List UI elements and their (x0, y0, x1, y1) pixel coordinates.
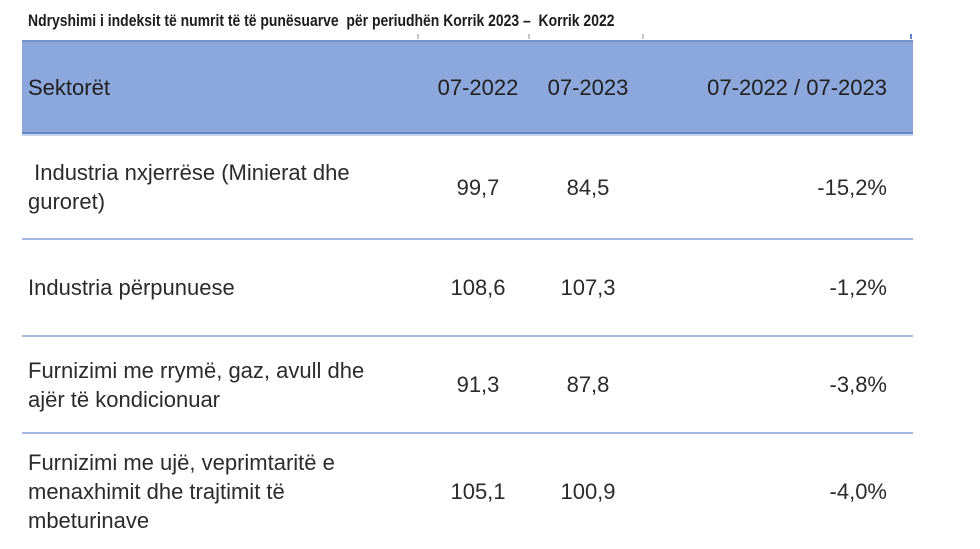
index-2022-cell: 108,6 (450, 275, 506, 300)
sector-line: Furnizimi me rrymë, gaz, avull dhe (28, 357, 365, 383)
table-row: Furnizimi me ujë, veprimtaritë e menaxhim… (22, 432, 913, 549)
index-2022-cell: 99,7 (456, 174, 500, 200)
table-body: Industria nxjerrëse (Minierat dhe guroret… (22, 134, 913, 549)
table-row: Furnizimi me rrymë, gaz, avull dhe ajër t… (22, 335, 913, 432)
column-header-sectors: Sektorët (28, 74, 110, 100)
change-percent-cell: -4,0% (829, 479, 887, 504)
column-boundary-tick (642, 34, 644, 39)
sector-line: Furnizimi me ujë, veprimtaritë e (28, 450, 335, 475)
sector-line: guroret) (28, 189, 106, 214)
table-corner-tick (910, 34, 912, 39)
sector-line: mbeturinave (28, 508, 150, 533)
table-header-row: Sektorët 07-2022 07-2023 07-2022 / 07-20… (22, 40, 913, 134)
change-percent-cell: -1,2% (829, 275, 887, 300)
sector-cell: Industria nxjerrëse (Minierat dhe guroret… (22, 158, 425, 216)
column-boundary-tick (528, 34, 530, 39)
column-header-change: 07-2022 / 07-2023 (707, 74, 887, 100)
sector-line: menaxhimit dhe trajtimit të (28, 479, 285, 504)
index-2022-cell: 105,1 (450, 479, 506, 504)
sector-line: Industria nxjerrëse (Minierat dhe (28, 160, 350, 185)
sector-cell: Furnizimi me rrymë, gaz, avull dhe ajër t… (22, 356, 425, 414)
index-2022-cell: 91,3 (456, 372, 500, 397)
column-header-07-2022: 07-2022 (437, 74, 519, 100)
index-2023-cell: 84,5 (566, 174, 610, 200)
sector-cell: Furnizimi me ujë, veprimtaritë e menaxhim… (22, 448, 425, 535)
sector-line: ajër të kondicionuar (28, 386, 221, 412)
sector-cell: Industria përpunuese (22, 273, 425, 302)
index-2023-cell: 100,9 (560, 479, 616, 504)
column-boundary-tick (417, 34, 419, 39)
change-percent-cell: -15,2% (817, 174, 887, 200)
index-2023-cell: 87,8 (566, 372, 610, 397)
employment-index-table: Sektorët 07-2022 07-2023 07-2022 / 07-20… (22, 40, 913, 549)
table-row: Industria nxjerrëse (Minierat dhe guroret… (22, 134, 913, 238)
column-header-07-2023: 07-2023 (547, 74, 629, 100)
change-percent-cell: -3,8% (829, 372, 887, 397)
sector-line: Industria përpunuese (28, 275, 235, 300)
table-row: Industria përpunuese 108,6 107,3 -1,2% (22, 238, 913, 335)
document-title: Ndryshimi i indeksit të numrit të të pun… (28, 11, 615, 30)
index-2023-cell: 107,3 (560, 275, 616, 300)
